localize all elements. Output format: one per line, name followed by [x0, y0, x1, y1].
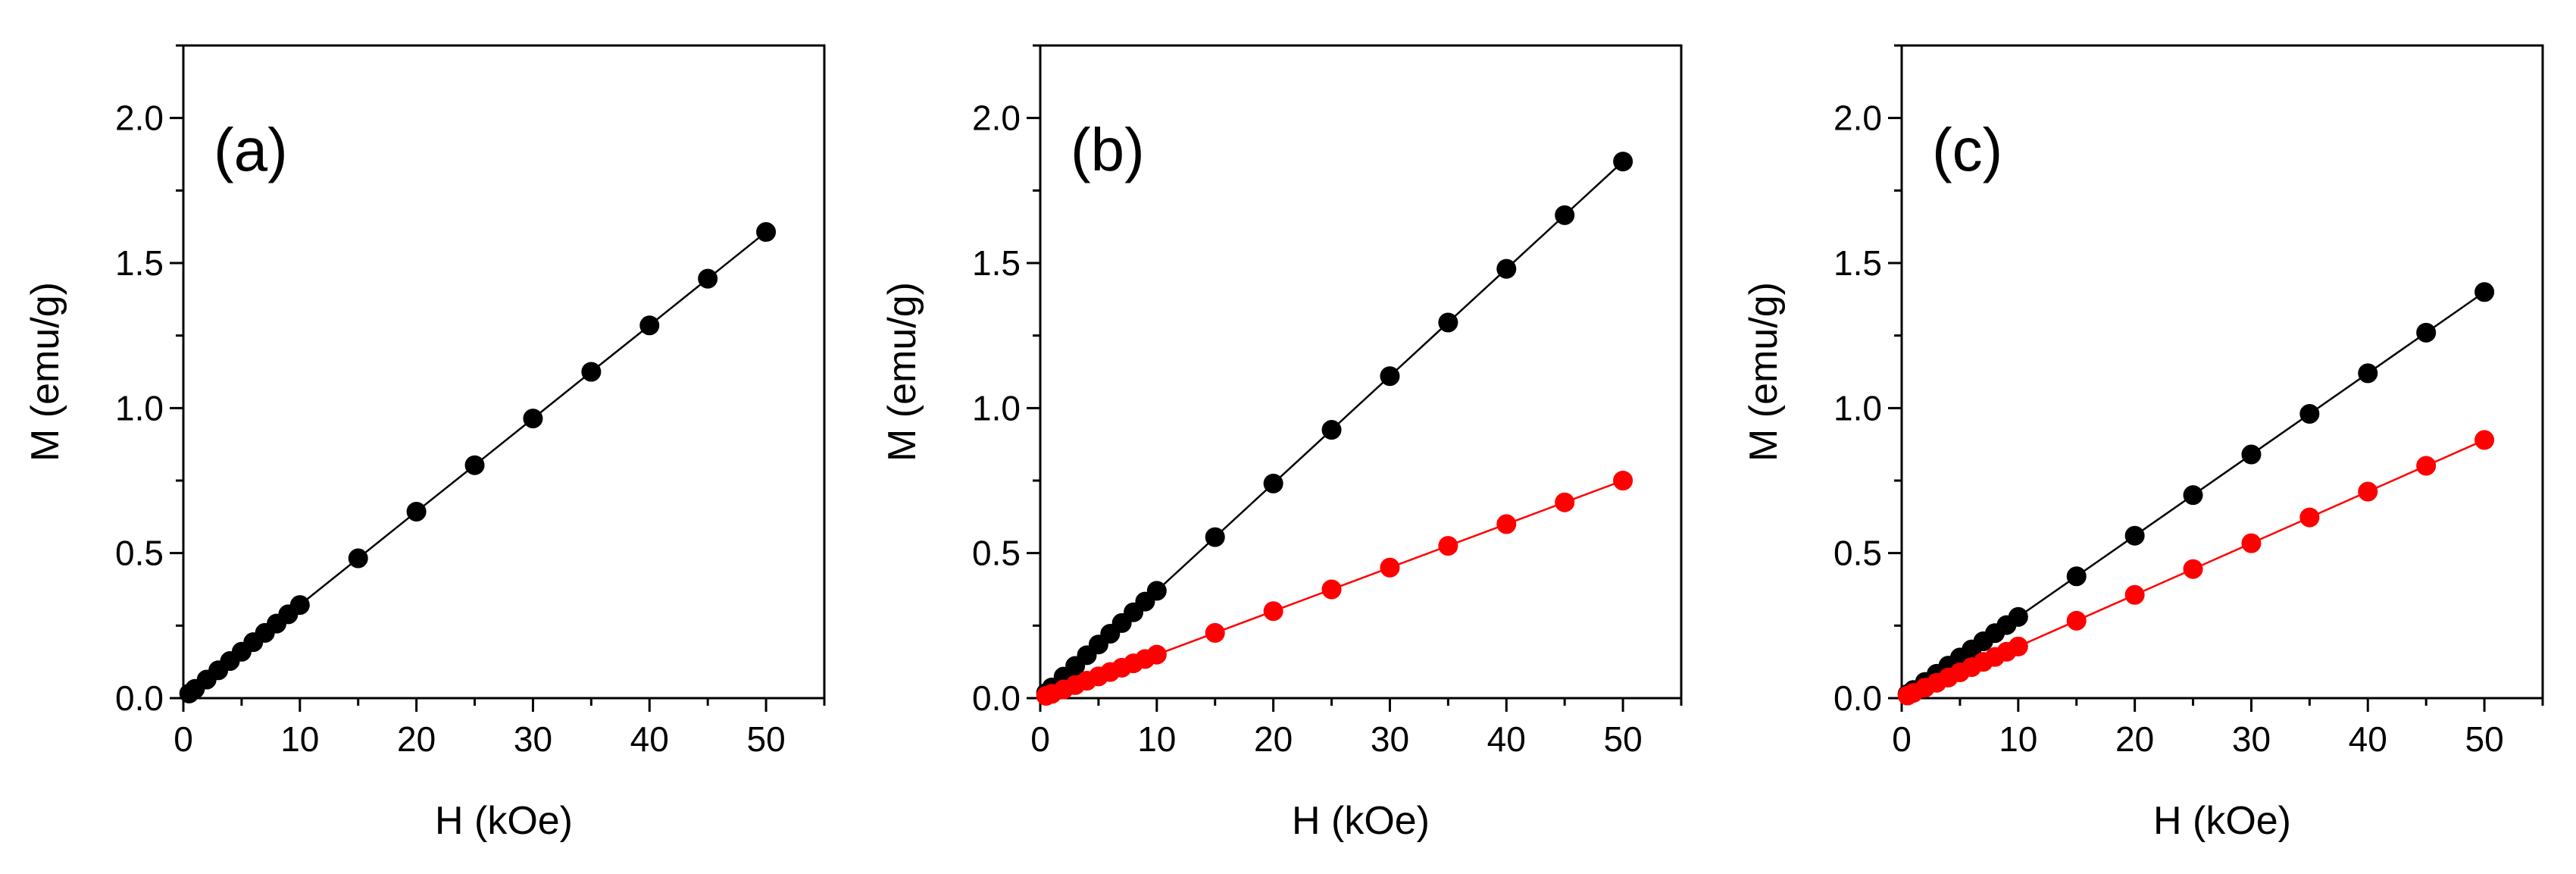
data-point-red — [2183, 559, 2203, 579]
data-point-black — [756, 222, 777, 243]
x-tick-label: 10 — [280, 719, 319, 759]
data-point-red — [1380, 557, 1400, 578]
x-tick-label: 0 — [1030, 719, 1050, 759]
x-tick-label: 0 — [1892, 719, 1912, 759]
x-tick-label: 0 — [174, 719, 193, 759]
data-point-black — [1496, 258, 1517, 279]
y-axis-title: M (emu/g) — [23, 282, 67, 462]
y-tick-label: 0.5 — [115, 534, 164, 573]
y-axis-title: M (emu/g) — [1742, 282, 1786, 462]
y-tick-label: 2.0 — [972, 99, 1021, 138]
data-point-black — [1380, 366, 1400, 387]
data-point-black — [1263, 473, 1283, 493]
data-point-black — [2474, 282, 2495, 302]
data-point-black — [1321, 420, 1342, 440]
x-tick-label: 20 — [1254, 719, 1293, 759]
data-point-red — [2066, 610, 2087, 631]
x-tick-label: 50 — [747, 719, 786, 759]
panel-label: (a) — [214, 116, 288, 183]
data-point-black — [1146, 581, 1167, 601]
data-point-red — [1146, 644, 1167, 665]
chart-panel: 0 10 20 30 40 50 0.0 0.5 1.0 1.5 2.0 H (kOe) M (emu/… — [1742, 44, 2544, 843]
y-tick-label: 0.0 — [972, 678, 1021, 718]
data-point-black — [406, 501, 427, 522]
data-point-red — [2008, 636, 2028, 656]
data-point-red — [1438, 536, 1458, 556]
data-point-black — [639, 315, 660, 336]
data-point-black — [581, 362, 602, 382]
data-point-black — [2008, 606, 2028, 627]
y-tick-label: 1.0 — [972, 388, 1021, 428]
plot-frame — [1039, 44, 1683, 700]
data-point-black — [1613, 152, 1633, 172]
x-tick-label: 40 — [2349, 719, 2387, 759]
y-tick-label: 0.5 — [1834, 534, 1882, 573]
x-axis-title: H (kOe) — [435, 799, 573, 843]
data-point-black — [2241, 444, 2262, 465]
x-axis-title: H (kOe) — [1292, 799, 1430, 843]
y-tick-label: 0.5 — [972, 534, 1021, 573]
x-tick-label: 20 — [397, 719, 436, 759]
y-tick-label: 1.5 — [1834, 243, 1882, 283]
y-tick-label: 1.0 — [115, 388, 164, 428]
y-tick-label: 2.0 — [115, 99, 164, 138]
data-point-black — [289, 595, 310, 616]
data-point-black — [1205, 527, 1225, 547]
y-tick-label: 1.5 — [972, 243, 1021, 283]
panel-label: (c) — [1932, 116, 2002, 183]
x-tick-label: 40 — [1487, 719, 1526, 759]
data-point-black — [2183, 485, 2203, 506]
chart-panel: 0 10 20 30 40 50 0.0 0.5 1.0 1.5 2.0 H (kOe) M (emu/… — [23, 44, 826, 843]
data-point-black — [698, 268, 718, 289]
plot-frame — [1900, 44, 2544, 700]
x-tick-label: 50 — [2465, 719, 2504, 759]
data-point-red — [2474, 430, 2495, 450]
y-axis-title: M (emu/g) — [880, 282, 924, 462]
data-point-black — [1555, 205, 1575, 225]
y-tick-label: 1.5 — [115, 243, 164, 283]
data-point-red — [2241, 533, 2262, 553]
data-point-red — [2299, 507, 2320, 528]
x-tick-label: 10 — [1999, 719, 2037, 759]
x-tick-label: 30 — [514, 719, 552, 759]
data-point-black — [2124, 525, 2145, 546]
data-point-red — [1555, 492, 1575, 512]
data-point-black — [1438, 312, 1458, 333]
data-point-black — [348, 548, 368, 569]
data-point-red — [2124, 584, 2145, 605]
data-point-black — [2066, 566, 2087, 587]
y-tick-label: 0.0 — [1834, 678, 1882, 718]
x-tick-label: 40 — [630, 719, 669, 759]
data-point-black — [2358, 363, 2378, 384]
data-point-red — [1263, 601, 1283, 622]
x-tick-label: 30 — [2232, 719, 2271, 759]
y-tick-label: 0.0 — [115, 678, 164, 718]
data-point-red — [1205, 622, 1225, 643]
data-point-black — [2299, 403, 2320, 424]
panel-label: (b) — [1071, 116, 1145, 183]
plot-frame — [182, 44, 826, 700]
y-tick-label: 2.0 — [1834, 99, 1882, 138]
data-point-black — [464, 455, 485, 475]
x-axis-title: H (kOe) — [2153, 799, 2291, 843]
data-point-red — [2416, 456, 2437, 476]
y-tick-label: 1.0 — [1834, 388, 1882, 428]
data-point-red — [1496, 514, 1517, 534]
x-tick-label: 30 — [1371, 719, 1409, 759]
data-point-black — [2416, 322, 2437, 343]
data-point-red — [1613, 471, 1633, 490]
chart-panel: 0 10 20 30 40 50 0.0 0.5 1.0 1.5 2.0 H (kOe) M (emu/… — [880, 44, 1683, 843]
data-point-red — [1321, 579, 1342, 600]
data-point-black — [523, 409, 543, 429]
x-tick-label: 50 — [1604, 719, 1643, 759]
x-tick-label: 10 — [1137, 719, 1176, 759]
data-point-red — [2358, 481, 2378, 502]
x-tick-label: 20 — [2115, 719, 2154, 759]
